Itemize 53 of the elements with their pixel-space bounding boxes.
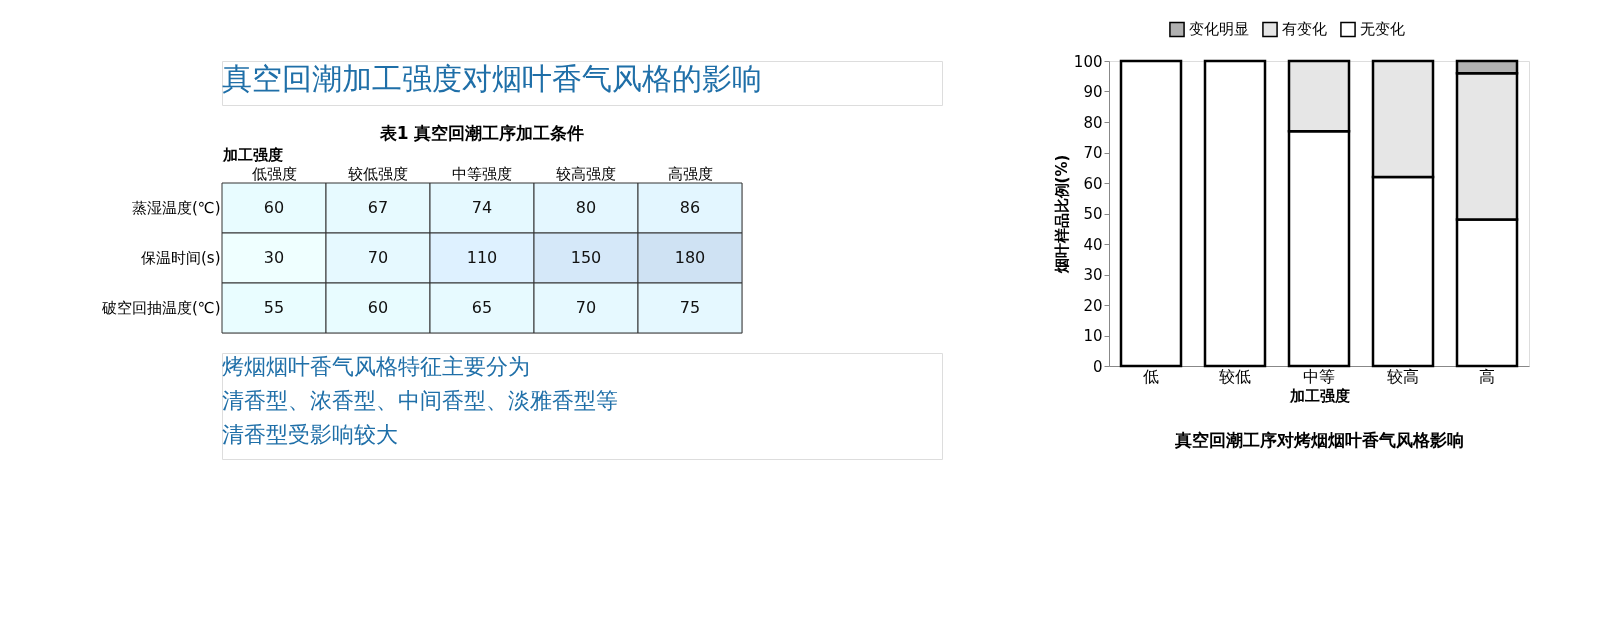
- y-tick-label: 40: [1083, 235, 1103, 254]
- y-tick-label: 60: [1083, 174, 1103, 193]
- y-tick-label: 80: [1083, 113, 1103, 132]
- data-label: 65: [471, 298, 493, 317]
- data-label: 150: [570, 248, 602, 267]
- y-tick-label: 蒸湿温度(℃): [131, 199, 221, 217]
- y-tick-label: 10: [1083, 327, 1103, 345]
- data-label: 70: [575, 298, 597, 317]
- x-tick-label: 高: [1479, 366, 1495, 386]
- x-tick-label: 中等强度: [452, 164, 512, 183]
- x-tick-label: 较低强度: [348, 164, 408, 183]
- y-tick-label: 30: [1083, 266, 1103, 284]
- legend-label: 无变化: [1360, 20, 1405, 39]
- text: 清香型受影响较大: [222, 422, 398, 447]
- data-label: 60: [367, 298, 389, 317]
- data-label: 80: [575, 198, 597, 217]
- data-label: 67: [367, 198, 389, 217]
- text: 烤烟烟叶香气风格特征主要分为: [222, 354, 530, 379]
- y-axis-title: 烟叶样品比例(%): [1052, 154, 1071, 275]
- x-tick-label: 较高: [1387, 366, 1419, 386]
- x-axis-title: 加工强度: [221, 145, 283, 164]
- data-label: 74: [471, 198, 493, 217]
- data-label: 70: [367, 248, 389, 267]
- data-label: 30: [263, 248, 285, 267]
- data-label: 110: [466, 248, 498, 267]
- data-label: 180: [674, 248, 706, 267]
- chart-title: 表1 真空回潮工序加工条件: [378, 123, 585, 143]
- data-label: 55: [263, 298, 285, 317]
- x-tick-label: 低强度: [251, 164, 297, 183]
- bar: [1203, 59, 1267, 368]
- y-tick-label: 破空回抽温度(℃): [100, 299, 221, 317]
- y-tick-label: 50: [1083, 205, 1103, 223]
- x-tick-label: 中等: [1303, 366, 1335, 386]
- x-tick-label: 较低: [1219, 366, 1251, 386]
- data-label: 75: [679, 298, 701, 317]
- y-tick-label: 70: [1083, 144, 1103, 162]
- y-tick-label: 100: [1073, 52, 1103, 71]
- text: 清香型、浓香型、中间香型、淡雅香型等: [222, 388, 618, 413]
- x-axis-title: 加工强度: [1288, 386, 1350, 405]
- y-tick-label: 90: [1083, 83, 1103, 101]
- y-tick-label: 20: [1083, 296, 1103, 315]
- legend-label: 有变化: [1282, 20, 1327, 39]
- text: 真空回潮加工强度对烟叶香气风格的影响: [222, 61, 762, 96]
- text: 真空回潮工序对烤烟烟叶香气风格影响: [1173, 430, 1464, 450]
- legend-label: 变化明显: [1189, 20, 1249, 39]
- x-tick-label: 较高强度: [556, 164, 616, 183]
- y-tick-label: 0: [1092, 357, 1103, 376]
- bar: [1119, 59, 1183, 368]
- data-label: 86: [679, 198, 701, 217]
- x-tick-label: 低: [1143, 366, 1159, 386]
- data-label: 60: [263, 198, 285, 217]
- x-tick-label: 高强度: [667, 164, 713, 183]
- y-tick-label: 保温时间(s): [140, 249, 221, 267]
